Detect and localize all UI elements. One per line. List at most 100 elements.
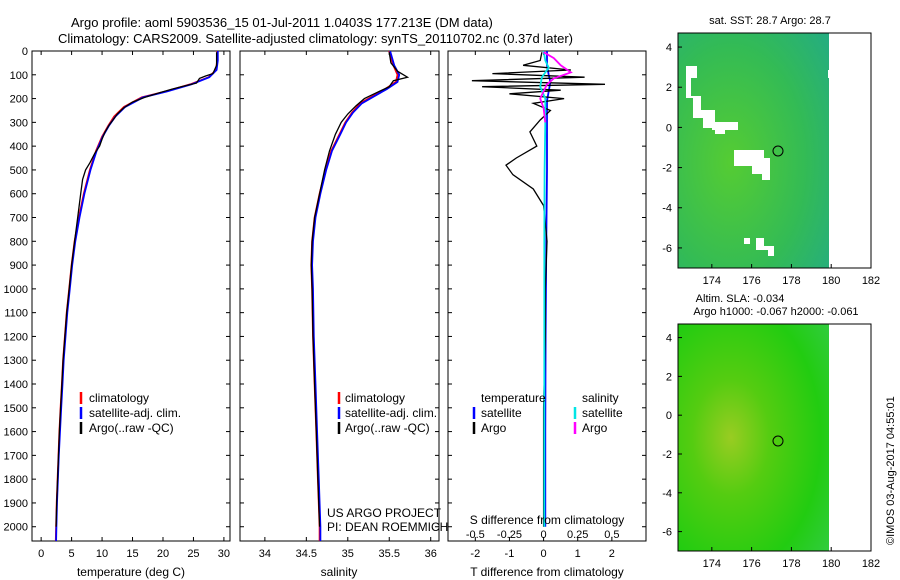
s-tick-label: -0.25 [497,529,522,541]
y-tick-label: 2000 [4,522,28,534]
map-x-tick-label: 178 [782,275,800,287]
map-y-tick-label: -6 [662,527,672,539]
x-tick-label: -1 [505,548,515,560]
map-y-tick-label: -4 [662,488,672,500]
map-y-tick-label: 2 [666,371,672,383]
series-line-satellite [55,51,219,541]
series-line-argo [55,52,218,527]
map-x-tick-label: 180 [822,275,840,287]
salinity-series [310,51,410,541]
x-tick-label: 36 [425,548,437,560]
figure-title-line2: Climatology: CARS2009. Satellite-adjuste… [58,31,573,46]
salinity-xlabel: salinity [321,565,358,579]
y-tick-label: 700 [10,213,28,225]
x-tick-label: 34 [259,548,271,560]
y-tick-label: 400 [10,141,28,153]
imos-stamp: ©IMOS 03-Aug-2017 04:55:01 [885,396,897,545]
s-tick-label: 0.25 [567,529,588,541]
x-tick-label: 0 [541,548,547,560]
x-tick-label: 34.5 [296,548,317,560]
x-tick-label: 30 [218,548,230,560]
series-line-climatology [54,51,219,541]
y-tick-label: 300 [10,117,28,129]
y-tick-label: 1400 [4,379,28,391]
sst-map-ticks: 174 176 178 180 182 4 2 0 -2 -4 -6 [662,42,880,287]
figure-title-line1: Argo profile: aoml 5903536_15 01-Jul-201… [71,15,493,30]
map-x-tick-label: 174 [703,275,721,287]
sla-map-title: Altim. SLA: -0.034 [696,293,785,305]
legend-satellite-label: satellite-adj. clim. [89,406,181,420]
map-x-tick-label: 180 [822,558,840,570]
y-tick-label: 1900 [4,498,28,510]
salinity-plot-frame [239,50,440,542]
y-tick-label: 1700 [4,450,28,462]
project-credit: US ARGO PROJECT [327,506,442,520]
s-tick-label: 0.5 [604,529,619,541]
sla-map-field [678,324,829,551]
x-tick-label: 0 [38,548,44,560]
temperature-plot-frame [31,50,231,542]
sla-map-ticks: 174 176 178 180 182 4 2 0 -2 -4 -6 [662,333,880,570]
x-tick-label: 35 [342,548,354,560]
x-tick-label: 5 [69,548,75,560]
legend-argo-label: Argo(..raw -QC) [345,421,430,435]
y-tick-label: 900 [10,260,28,272]
series-line-t-argo [471,52,606,527]
argo-position-marker [772,145,784,157]
difference-xlabel-s: S difference from climatology [470,513,625,527]
map-x-tick-label: 176 [742,558,760,570]
s-tick-label: 0 [541,529,547,541]
series-line-satellite [311,51,401,541]
y-tick-label: 1200 [4,331,28,343]
map-y-tick-label: 4 [666,333,672,345]
pi-credit: PI: DEAN ROEMMICH [327,520,448,534]
legend-climatology-label: climatology [345,391,405,405]
temperature-xlabel: temperature (deg C) [77,565,185,579]
map-x-tick-label: 182 [862,558,880,570]
y-tick-label: 1300 [4,355,28,367]
map-x-tick-label: 176 [742,275,760,287]
temperature-legend: climatology satellite-adj. clim. Argo(..… [79,391,181,435]
legend-t-satellite-label: satellite [481,406,522,420]
legend-s-satellite-label: satellite [582,406,623,420]
map-y-tick-label: 0 [666,410,672,422]
map-x-tick-label: 182 [862,275,880,287]
series-line-s-satellite [539,51,550,527]
x-tick-label: 25 [187,548,199,560]
difference-axis-ticks: -2 -1 0 1 2 -0.5 -0.25 0 0.25 0.5 [448,50,646,560]
legend-t-argo-label: Argo [481,421,507,435]
salinity-axis-ticks: 34 34.5 35 35.5 36 [240,50,439,560]
y-tick-label: 0 [22,46,28,58]
y-tick-label: 1600 [4,427,28,439]
map-x-tick-label: 174 [703,558,721,570]
legend-s-argo-label: Argo [582,421,608,435]
sst-land-mask [686,66,832,256]
x-tick-label: 2 [609,548,615,560]
map-y-tick-label: -4 [662,203,672,215]
y-tick-label: 1000 [4,284,28,296]
sst-map-frame [677,32,872,269]
y-tick-label: 500 [10,165,28,177]
temperature-series [54,51,219,541]
x-tick-label: 1 [575,548,581,560]
difference-series [471,51,606,527]
map-x-tick-label: 178 [782,558,800,570]
series-line-s-argo [539,51,573,123]
x-tick-label: 20 [157,548,169,560]
sla-map-frame [677,323,872,552]
legend-argo-label: Argo(..raw -QC) [89,421,174,435]
sst-map: 174 176 178 180 182 4 2 0 -2 -4 -6 [662,32,880,287]
x-tick-label: 15 [126,548,138,560]
y-tick-label: 1500 [4,403,28,415]
difference-xlabel-t: T difference from climatology [470,565,624,579]
legend-climatology-label: climatology [89,391,149,405]
sla-map: 174 176 178 180 182 4 2 0 -2 -4 -6 [662,323,880,570]
map-y-tick-label: -2 [662,163,672,175]
map-y-tick-label: 2 [666,82,672,94]
sla-map-subtitle: Argo h1000: -0.067 h2000: -0.061 [693,306,858,318]
y-tick-label: 1800 [4,474,28,486]
series-line-climatology [310,51,399,541]
map-y-tick-label: 4 [666,42,672,54]
map-y-tick-label: -6 [662,243,672,255]
